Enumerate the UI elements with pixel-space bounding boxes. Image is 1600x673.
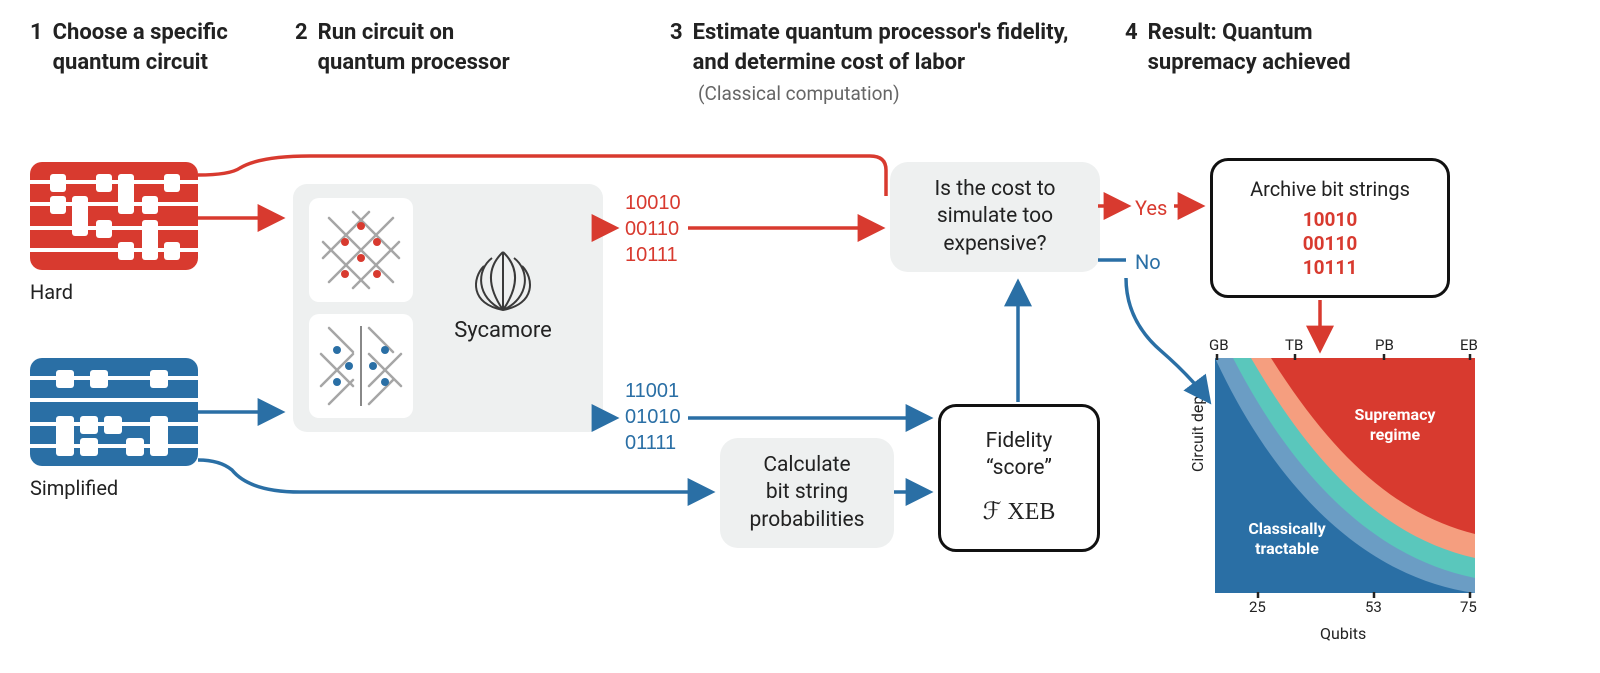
step3-sub: (Classical computation) — [698, 81, 1068, 107]
sycamore-box: Sycamore — [293, 184, 603, 432]
svg-text:regime: regime — [1370, 425, 1421, 444]
bitstring-blue-1: 01010 — [625, 404, 681, 430]
calc-text: Calculate bit string probabilities — [750, 452, 865, 534]
step1-title: Choose a specific quantum circuit — [53, 18, 228, 77]
no-label: No — [1135, 250, 1161, 274]
sycamore-label: Sycamore — [433, 318, 573, 343]
chart-top-tick-2: PB — [1375, 336, 1394, 354]
cost-text: Is the cost to simulate too expensive? — [934, 176, 1055, 258]
step1-num: 1 — [30, 20, 43, 45]
archive-bit-2: 10111 — [1303, 256, 1358, 280]
bitstring-red-1: 00110 — [625, 216, 681, 242]
bitstrings-red: 10010 00110 10111 — [625, 190, 681, 268]
cost-box: Is the cost to simulate too expensive? — [890, 162, 1100, 272]
chart-bot-tick-2: 75 — [1460, 598, 1477, 616]
step3-title: Estimate quantum processor's fidelity, a… — [693, 18, 1069, 77]
step4-header: 4 Result: Quantum supremacy achieved — [1125, 18, 1351, 77]
bitstring-red-2: 10111 — [625, 242, 681, 268]
hard-circuit-icon — [30, 162, 198, 270]
archive-title: Archive bit strings — [1250, 176, 1410, 202]
svg-text:Classically: Classically — [1248, 519, 1326, 538]
chip-hard-icon — [309, 198, 413, 302]
fidelity-text: Fidelity “score” — [986, 428, 1053, 483]
step1-header: 1 Choose a specific quantum circuit — [30, 18, 228, 77]
fidelity-box: Fidelity “score” ℱ XEB — [938, 404, 1100, 552]
bitstring-red-0: 10010 — [625, 190, 681, 216]
sycamore-logo: Sycamore — [433, 248, 573, 343]
step2-num: 2 — [295, 20, 308, 45]
simplified-circuit-icon — [30, 358, 198, 466]
step3-header: 3 Estimate quantum processor's fidelity, … — [670, 18, 1068, 107]
svg-text:Supremacy: Supremacy — [1355, 405, 1437, 424]
bitstrings-blue: 11001 01010 01111 — [625, 378, 681, 456]
chart-ylabel: Circuit depth — [1188, 382, 1207, 472]
supremacy-chart: Supremacy regime Classically tractable — [1215, 358, 1475, 593]
chip-simplified-icon — [309, 314, 413, 418]
step4-num: 4 — [1125, 20, 1138, 45]
archive-bit-0: 10010 — [1303, 208, 1358, 232]
step2-title: Run circuit on quantum processor — [318, 18, 510, 77]
xeb-text: ℱ XEB — [983, 497, 1056, 528]
chart-top-tick-0: GB — [1209, 336, 1229, 354]
archive-bit-1: 00110 — [1303, 232, 1358, 256]
svg-text:tractable: tractable — [1255, 539, 1319, 558]
bitstring-blue-0: 11001 — [625, 378, 681, 404]
bitstring-blue-2: 01111 — [625, 430, 681, 456]
step3-num: 3 — [670, 20, 683, 45]
chart-top-tick-3: EB — [1460, 336, 1478, 354]
chart-xlabel: Qubits — [1320, 624, 1366, 643]
calc-box: Calculate bit string probabilities — [720, 438, 894, 548]
archive-box: Archive bit strings 10010 00110 10111 — [1210, 158, 1450, 298]
chart-bot-tick-0: 25 — [1249, 598, 1266, 616]
chart-top-tick-1: TB — [1285, 336, 1303, 354]
chart-bot-tick-1: 53 — [1365, 598, 1382, 616]
yes-label: Yes — [1135, 196, 1167, 220]
step4-title: Result: Quantum supremacy achieved — [1148, 18, 1351, 77]
simplified-label: Simplified — [30, 476, 118, 500]
step2-header: 2 Run circuit on quantum processor — [295, 18, 510, 77]
hard-label: Hard — [30, 280, 73, 304]
